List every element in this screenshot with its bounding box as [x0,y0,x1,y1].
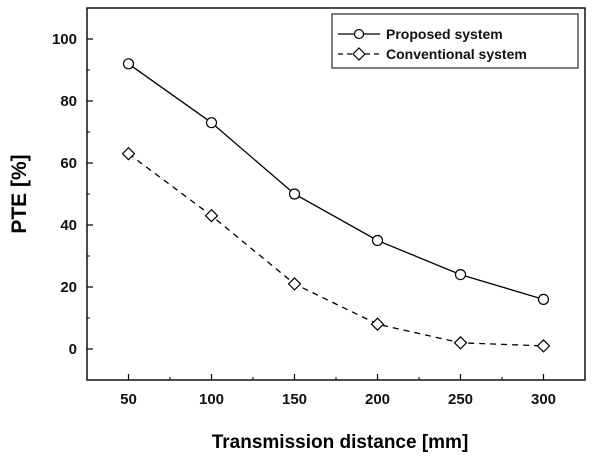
y-tick-label: 80 [60,93,77,110]
legend-label-proposed: Proposed system [386,26,503,42]
x-tick-label: 300 [531,391,556,408]
series-0-point [454,269,467,281]
series-line-0 [128,63,544,301]
y-tick-label: 0 [69,341,77,358]
series-markers [121,58,551,353]
y-axis-title: PTE [%] [8,154,31,233]
y-tick-label: 40 [60,217,77,234]
series-line-1 [128,153,544,347]
series-0-point [122,58,135,70]
legend-marker-proposed [353,28,365,40]
series-0-point [371,234,384,247]
series-1-point [370,317,385,332]
y-tick-label: 100 [52,31,77,48]
legend-marker-conventional [352,47,366,61]
series-0-point [537,293,550,305]
x-tick-label: 250 [448,391,473,408]
y-tick-label: 20 [60,279,77,296]
series-1-point [287,277,302,291]
series-1-point [536,339,551,353]
legend-label-conventional: Conventional system [386,46,527,62]
x-tick-label: 100 [199,391,224,408]
series-0-point [288,188,301,200]
x-tick-label: 150 [282,391,307,408]
series-1-point [453,335,468,350]
series-1-point [121,146,136,161]
legend-box [331,13,579,69]
x-tick-label: 200 [365,391,390,408]
tick-labels: 50 100 150 200 250 300 0 20 40 60 80 100 [52,31,556,408]
x-tick-label: 50 [120,391,137,408]
series-0-point [205,117,218,129]
x-axis-title: Transmission distance [mm] [212,432,469,453]
series-lines [128,63,544,347]
axis-ticks [86,7,586,381]
series-1-point [204,208,219,223]
y-tick-label: 60 [60,155,77,172]
legend: Proposed system Conventional system [331,13,579,69]
